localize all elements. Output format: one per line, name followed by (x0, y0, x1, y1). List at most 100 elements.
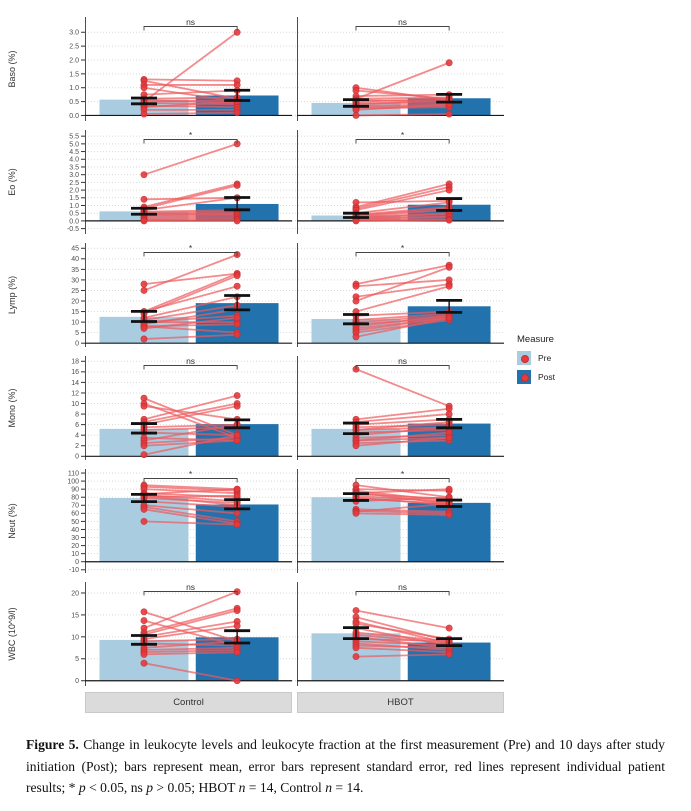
data-point-post (445, 434, 453, 442)
data-point-pre (352, 333, 360, 341)
patient-line (143, 304, 238, 321)
patient-line (355, 96, 450, 100)
data-point-post (233, 648, 241, 656)
patient-line (355, 502, 450, 513)
data-point-post (445, 650, 453, 658)
caption-part: = 14, Control (245, 780, 326, 795)
data-point-post (445, 110, 453, 118)
patient-line (355, 189, 450, 211)
sig-label: * (189, 130, 193, 140)
y-axis-label: Baso (%) (7, 50, 17, 87)
patient-line (143, 423, 238, 442)
data-point-post (233, 677, 241, 685)
data-point-post (233, 182, 241, 189)
patient-line (355, 319, 450, 334)
patient-line (143, 274, 238, 315)
patient-line (143, 394, 238, 421)
data-point-pre (352, 297, 360, 305)
data-point-pre (140, 195, 148, 203)
facet-row: Eo (%) -0.50.00.51.01.52.02.53.03.54.04.5… (7, 130, 504, 234)
data-point-pre (352, 282, 360, 290)
facet-label-control: Control (85, 692, 292, 713)
y-tick-label: 1.5 (69, 71, 79, 78)
y-tick-label: 40 (71, 256, 79, 263)
patient-line (355, 314, 450, 328)
y-tick-label: 15 (71, 309, 79, 316)
y-tick-label: 5 (75, 656, 79, 663)
patient-line (143, 607, 238, 634)
data-point-post (233, 320, 241, 328)
sig-label: * (401, 130, 405, 140)
patient-line (355, 646, 450, 654)
sig-bracket (143, 252, 238, 257)
data-point-pre (140, 451, 148, 459)
legend-item-post: Post (517, 370, 607, 384)
y-tick-label: 2.0 (69, 57, 79, 64)
patient-line (355, 644, 450, 649)
patient-line (143, 196, 238, 201)
y-tick-label: -0.5 (67, 226, 79, 233)
patient-line (143, 272, 238, 286)
y-tick-label: 18 (71, 359, 79, 366)
y-tick-label: 10 (71, 634, 79, 641)
y-tick-label: 16 (71, 369, 79, 376)
y-axis-label: WBC (10^9/l) (7, 607, 17, 660)
patient-line (143, 402, 238, 423)
figure-caption: Figure 5. Change in leukocyte levels and… (26, 734, 665, 799)
data-point-post (445, 511, 453, 519)
patient-line (355, 418, 450, 426)
y-tick-label: 2 (75, 443, 79, 450)
y-tick-label: 0 (75, 559, 79, 566)
patient-line (355, 368, 450, 407)
patient-line (355, 316, 450, 332)
facet-row: Lymp (%) 0 5 10 15 20 25 30 35 40 45 * * (7, 243, 504, 348)
sig-label: ns (398, 582, 407, 592)
patient-line (355, 209, 450, 218)
y-tick-label: 1.0 (69, 203, 79, 210)
y-tick-label: 12 (71, 390, 79, 397)
patient-line (143, 86, 238, 103)
sig-label: ns (398, 17, 407, 27)
patient-line (355, 496, 450, 503)
caption-part: p (146, 780, 154, 795)
patient-line (355, 264, 450, 286)
patient-line (355, 213, 450, 219)
y-tick-label: 4 (75, 433, 79, 440)
sig-bracket (143, 365, 238, 370)
y-tick-label: 60 (71, 511, 79, 518)
patient-line (143, 610, 238, 643)
patient-line (355, 631, 450, 643)
patient-line (143, 493, 238, 503)
y-tick-label: 0.5 (69, 211, 79, 218)
patient-line (143, 649, 238, 654)
y-tick-label: 100 (67, 478, 79, 485)
y-tick-label: 14 (71, 380, 79, 387)
patient-line (143, 638, 238, 643)
y-tick-label: 3.0 (69, 30, 79, 37)
patient-line (143, 397, 238, 437)
patient-line (143, 405, 238, 426)
patient-line (355, 312, 450, 321)
data-point-pre (140, 110, 148, 118)
pre-swatch-icon (517, 351, 531, 365)
data-point-pre (140, 402, 148, 410)
data-point-pre (140, 617, 148, 625)
sig-label: * (401, 469, 405, 479)
patient-line (143, 308, 238, 326)
sig-bracket (143, 591, 238, 596)
legend-title: Measure (517, 334, 554, 345)
y-tick-label: 4.0 (69, 157, 79, 164)
y-tick-label: 2.5 (69, 44, 79, 51)
patient-line (143, 640, 238, 649)
y-tick-label: 5.0 (69, 141, 79, 148)
y-tick-label: 3.5 (69, 164, 79, 171)
patient-line (355, 93, 450, 97)
data-point-pre (140, 171, 148, 179)
patient-line (143, 316, 238, 330)
data-point-post (233, 622, 241, 630)
patient-line (143, 624, 238, 640)
data-point-pre (352, 653, 360, 661)
caption-part: p (78, 780, 86, 795)
patient-line (355, 201, 450, 215)
